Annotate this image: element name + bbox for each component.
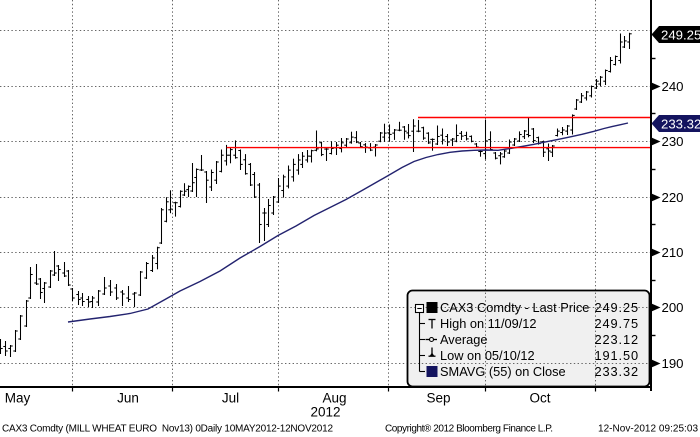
svg-text:249.25: 249.25 (594, 300, 639, 315)
svg-text:190: 190 (662, 356, 684, 371)
svg-text:May: May (5, 390, 31, 405)
svg-text:Sep: Sep (426, 390, 450, 405)
svg-text:233.32: 233.32 (661, 116, 700, 131)
svg-text:240: 240 (662, 79, 684, 94)
svg-text:CAX3 Comdty - Last Price: CAX3 Comdty - Last Price (440, 300, 589, 315)
svg-text:Jun: Jun (117, 390, 139, 405)
svg-text:249.25: 249.25 (661, 27, 700, 42)
svg-text:2012: 2012 (310, 404, 340, 419)
svg-text:Oct: Oct (529, 390, 550, 405)
svg-text:223.12: 223.12 (594, 332, 639, 347)
svg-text:CAX3 Comdty (MILL WHEAT EURO: CAX3 Comdty (MILL WHEAT EURO Nov13) 0Dai… (2, 424, 333, 435)
svg-text:249.75: 249.75 (594, 316, 639, 331)
svg-text:220: 220 (662, 190, 684, 205)
svg-text:Average: Average (440, 332, 487, 347)
svg-text:233.32: 233.32 (594, 364, 639, 379)
svg-text:Jul: Jul (222, 390, 239, 405)
svg-text:SMAVG (55) on Close: SMAVG (55) on Close (440, 364, 566, 379)
svg-text:230: 230 (662, 134, 684, 149)
svg-text:210: 210 (662, 245, 684, 260)
svg-text:191.50: 191.50 (594, 348, 639, 363)
svg-text:Aug: Aug (322, 390, 346, 405)
svg-text:12-Nov-2012 09:25:03: 12-Nov-2012 09:25:03 (598, 424, 698, 435)
svg-text:Low on 05/10/12: Low on 05/10/12 (440, 348, 535, 363)
svg-text:200: 200 (662, 300, 684, 315)
svg-text:Copyright® 2012 Bloomberg Fina: Copyright® 2012 Bloomberg Finance L.P. (385, 424, 553, 435)
svg-text:High on 11/09/12: High on 11/09/12 (440, 316, 537, 331)
